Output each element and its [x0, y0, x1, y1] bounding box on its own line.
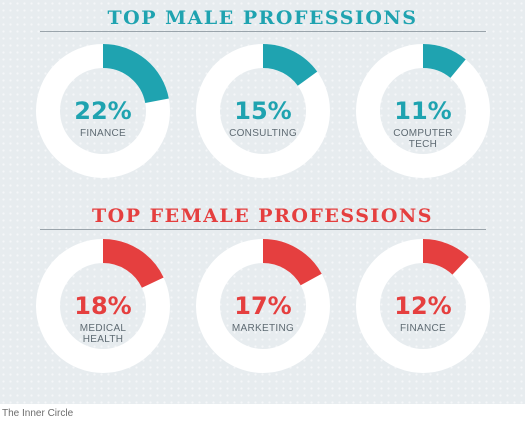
- female-donut-2: 17% MARKETING: [196, 239, 330, 373]
- donut-slice: [102, 239, 164, 289]
- male-donut-2: 15% CONSULTING: [196, 44, 330, 178]
- category-label: MEDICAL HEALTH: [80, 323, 127, 345]
- male-title-divider: [40, 31, 486, 32]
- image-credit: The Inner Circle: [2, 408, 74, 419]
- category-label: MARKETING: [232, 323, 294, 334]
- category-label: CONSULTING: [229, 128, 297, 139]
- donut-slice: [262, 44, 318, 87]
- percentage-label: 17%: [234, 292, 291, 320]
- donut-slice: [102, 44, 169, 104]
- female-donut-3: 12% FINANCE: [356, 239, 490, 373]
- category-label: COMPUTER TECH: [393, 128, 453, 150]
- donut-slice: [422, 44, 466, 79]
- category-label: FINANCE: [80, 128, 126, 139]
- percentage-label: 12%: [394, 292, 451, 320]
- donut-charts: 22% FINANCE 15% CONSULTING 11% COMPUTER TECH 18…: [36, 44, 490, 373]
- percentage-label: 11%: [394, 97, 451, 125]
- percentage-label: 15%: [234, 97, 291, 125]
- donut-slice: [422, 239, 469, 276]
- male-section-title: TOP MALE PROFESSIONS: [107, 7, 418, 29]
- female-donut-1: 18% MEDICAL HEALTH: [36, 239, 170, 373]
- female-title-divider: [40, 229, 486, 230]
- percentage-label: 18%: [74, 292, 131, 320]
- female-section-title: TOP FEMALE PROFESSIONS: [92, 205, 433, 227]
- category-label: FINANCE: [400, 323, 446, 334]
- donut-slice: [262, 239, 322, 286]
- male-donut-3: 11% COMPUTER TECH: [356, 44, 490, 178]
- percentage-label: 22%: [74, 97, 131, 125]
- male-donut-1: 22% FINANCE: [36, 44, 170, 178]
